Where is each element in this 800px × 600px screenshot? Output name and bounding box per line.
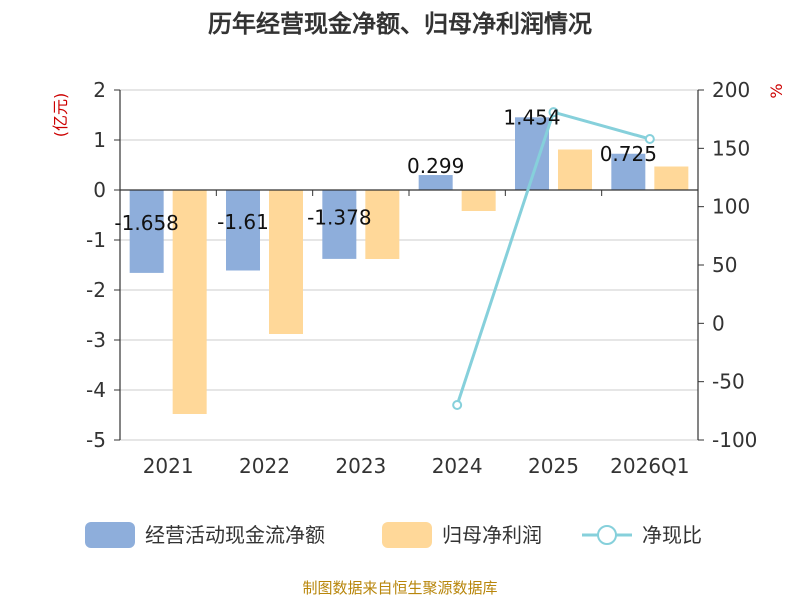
grid: [120, 89, 698, 441]
left-tick-label: 1: [93, 128, 106, 152]
left-tick-label: -2: [86, 278, 106, 302]
legend-label-ratio: 净现比: [642, 523, 702, 547]
right-tick-label: 150: [712, 136, 750, 160]
legend-swatch-cashflow: [85, 522, 135, 548]
left-tick-label: 0: [93, 178, 106, 202]
right-tick-label: 0: [712, 311, 725, 335]
category-label: 2022: [239, 454, 290, 478]
right-tick-label: -50: [712, 370, 745, 394]
category-label: 2024: [432, 454, 483, 478]
source-note: 制图数据来自恒生聚源数据库: [302, 579, 497, 597]
left-tick-label: -5: [86, 428, 106, 452]
legend-label-cashflow: 经营活动现金流净额: [145, 523, 325, 547]
net-profit-bar: [461, 190, 496, 211]
cashflow-bar: [322, 190, 357, 259]
bars: [129, 117, 689, 414]
ratio-line: [452, 107, 655, 410]
legend: 经营活动现金流净额 归母净利润 净现比: [85, 522, 702, 548]
data-labels: -1.658 -1.61 -1.378 0.299 1.454 0.725: [114, 105, 657, 235]
ratio-point: [548, 107, 559, 118]
chart-title: 历年经营现金净额、归母净利润情况: [208, 10, 592, 38]
net-profit-bar: [558, 149, 592, 190]
right-tick-label: 200: [712, 78, 750, 102]
legend-label-net-profit: 归母净利润: [442, 523, 542, 547]
left-tick-label: 2: [93, 78, 106, 102]
cashflow-bar: [226, 190, 260, 271]
net-profit-bar: [365, 190, 400, 259]
ticks: 2 1 0 -1 -2 -3 -4 -5 200 150 100 50 0 -50 -100 2021 2022…: [86, 78, 757, 478]
cashflow-data-label: -1.658: [114, 211, 178, 235]
cashflow-bar: [418, 175, 453, 190]
cashflow-data-label: -1.61: [217, 210, 269, 234]
right-tick-label: 50: [712, 253, 737, 277]
left-axis-unit: (亿元): [51, 93, 70, 138]
right-axis-unit: %: [767, 83, 786, 98]
net-profit-bar: [269, 190, 303, 334]
category-label: 2026Q1: [610, 454, 689, 478]
ratio-point: [644, 134, 655, 144]
ratio-point: [452, 400, 463, 410]
right-tick-label: -100: [712, 428, 757, 452]
cashflow-data-label: 0.299: [407, 154, 464, 178]
category-label: 2025: [528, 454, 579, 478]
legend-swatch-ratio-marker: [597, 525, 617, 545]
cashflow-data-label: 0.725: [600, 142, 657, 166]
category-label: 2021: [143, 454, 194, 478]
cashflow-data-label: -1.378: [307, 206, 371, 230]
right-tick-label: 100: [712, 195, 750, 219]
cashflow-bar: [129, 190, 164, 273]
left-tick-label: -1: [86, 228, 106, 252]
net-profit-bar: [654, 166, 689, 190]
left-tick-label: -3: [86, 328, 106, 352]
left-tick-label: -4: [86, 378, 106, 402]
legend-swatch-net-profit: [382, 522, 432, 548]
axes: [114, 89, 704, 441]
category-label: 2023: [335, 454, 386, 478]
cashflow-data-label: 1.454: [503, 105, 560, 129]
net-profit-bar: [172, 190, 207, 414]
cashflow-bar: [611, 153, 646, 190]
